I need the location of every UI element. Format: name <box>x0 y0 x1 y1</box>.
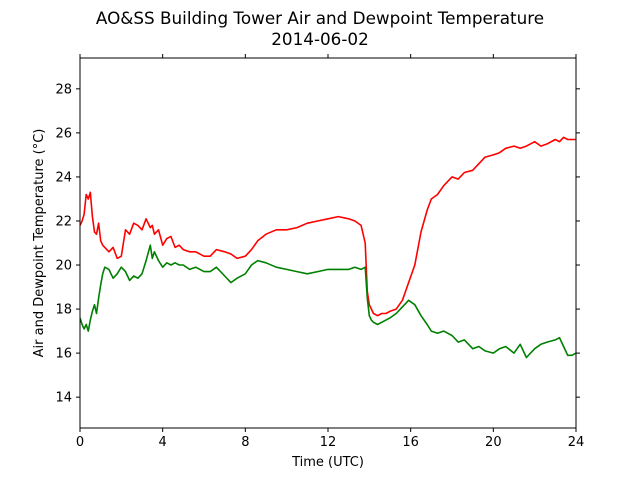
series-line-0 <box>80 136 576 317</box>
y-tick-label: 14 <box>55 391 72 406</box>
series-line-1 <box>80 244 576 359</box>
x-tick-label: 8 <box>241 435 249 450</box>
y-axis-label: Air and Dewpoint Temperature (°C) <box>32 129 47 358</box>
y-tick-label: 18 <box>55 303 72 318</box>
y-tick-label: 26 <box>55 126 72 141</box>
x-tick-label: 20 <box>485 435 502 450</box>
x-axis-label: Time (UTC) <box>291 455 364 470</box>
x-tick-label: 16 <box>402 435 419 450</box>
y-tick-label: 22 <box>55 214 72 229</box>
y-tick-label: 20 <box>55 259 72 274</box>
plot-area: 0 4 8 12 16 20 24 14 16 18 20 22 24 26 28 <box>55 54 584 450</box>
x-tick-label: 12 <box>320 435 337 450</box>
x-tick-label: 0 <box>76 435 84 450</box>
y-tick-label: 16 <box>55 347 72 362</box>
x-tick-label: 4 <box>159 435 167 450</box>
y-tick-label: 28 <box>55 82 72 97</box>
chart-subtitle: 2014-06-02 <box>271 29 369 49</box>
chart-title: AO&SS Building Tower Air and Dewpoint Te… <box>96 8 544 28</box>
x-tick-label: 24 <box>568 435 585 450</box>
y-tick-label: 24 <box>55 170 72 185</box>
